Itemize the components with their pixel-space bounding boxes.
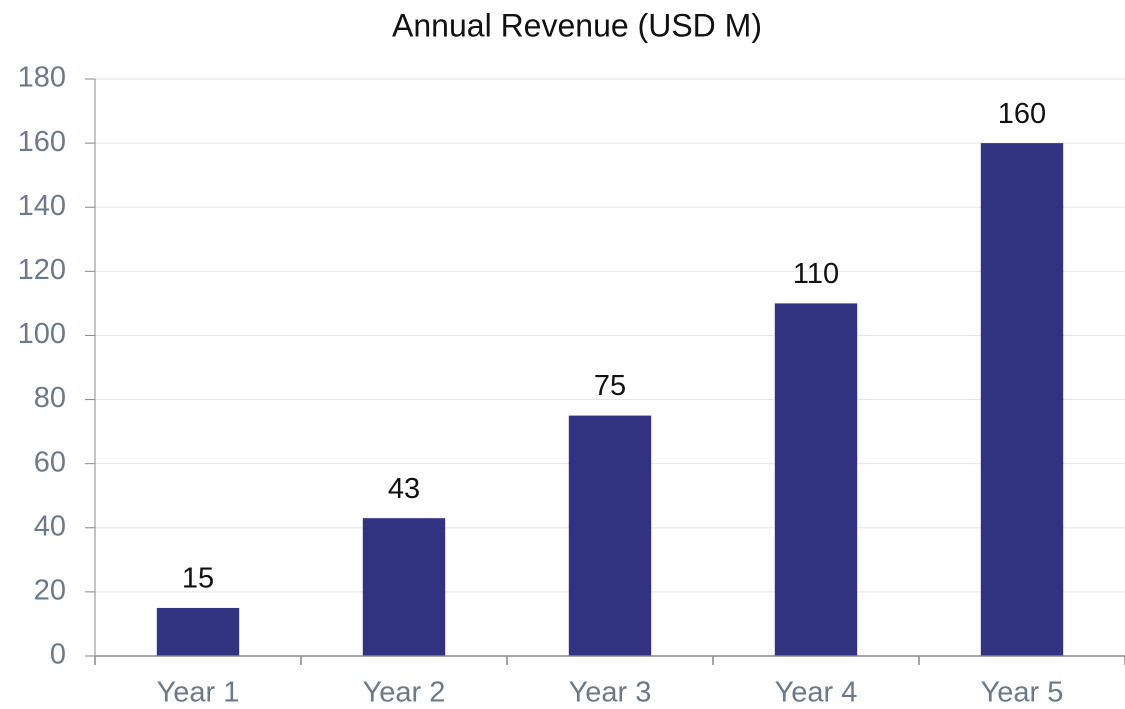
bar bbox=[980, 143, 1064, 657]
y-tick-label: 140 bbox=[18, 190, 66, 222]
x-tick-label: Year 1 bbox=[157, 677, 240, 709]
x-tick-label: Year 2 bbox=[363, 677, 446, 709]
data-label: 75 bbox=[594, 370, 626, 402]
y-tick-label: 0 bbox=[50, 639, 66, 671]
y-tick-label: 100 bbox=[18, 318, 66, 350]
data-label: 43 bbox=[388, 473, 420, 505]
bar bbox=[774, 303, 858, 656]
x-tick-label: Year 3 bbox=[569, 677, 652, 709]
y-tick-label: 80 bbox=[34, 382, 66, 414]
bar bbox=[568, 415, 652, 656]
y-tick-label: 160 bbox=[18, 126, 66, 158]
y-tick-label: 40 bbox=[34, 510, 66, 542]
data-label: 15 bbox=[182, 563, 214, 595]
y-tick-label: 60 bbox=[34, 446, 66, 478]
x-tick-label: Year 5 bbox=[981, 677, 1064, 709]
x-tick-label: Year 4 bbox=[775, 677, 858, 709]
chart-title: Annual Revenue (USD M) bbox=[392, 7, 762, 43]
bar bbox=[156, 607, 240, 656]
data-label: 160 bbox=[998, 98, 1046, 130]
y-tick-label: 180 bbox=[18, 62, 66, 94]
bar bbox=[362, 518, 446, 656]
y-tick-label: 120 bbox=[18, 254, 66, 286]
data-label: 110 bbox=[793, 258, 839, 290]
y-tick-label: 20 bbox=[34, 575, 66, 607]
